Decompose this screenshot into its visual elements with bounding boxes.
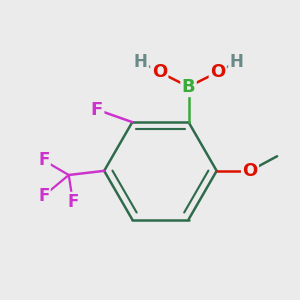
Text: O: O <box>242 162 258 180</box>
Text: B: B <box>182 78 195 96</box>
Text: F: F <box>38 187 50 205</box>
Text: H: H <box>230 53 243 71</box>
Text: F: F <box>38 152 50 169</box>
Text: H: H <box>134 53 148 71</box>
Text: F: F <box>91 100 103 118</box>
Text: F: F <box>67 193 79 211</box>
Text: O: O <box>210 63 225 81</box>
Text: O: O <box>152 63 167 81</box>
